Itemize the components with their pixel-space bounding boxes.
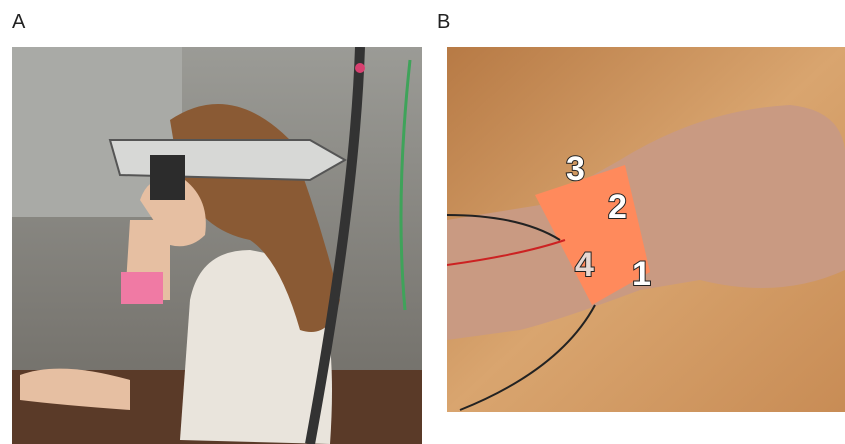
- electrode-number: 2: [608, 188, 627, 226]
- photo-a: [12, 47, 422, 444]
- electrode-number: 1: [632, 255, 651, 293]
- panel-label: A: [12, 11, 26, 33]
- photo-b: 3 2 4 1: [447, 47, 845, 412]
- electrode-number: 4: [575, 246, 594, 284]
- panel-label: B: [437, 11, 450, 33]
- electrode-number: 3: [566, 150, 585, 188]
